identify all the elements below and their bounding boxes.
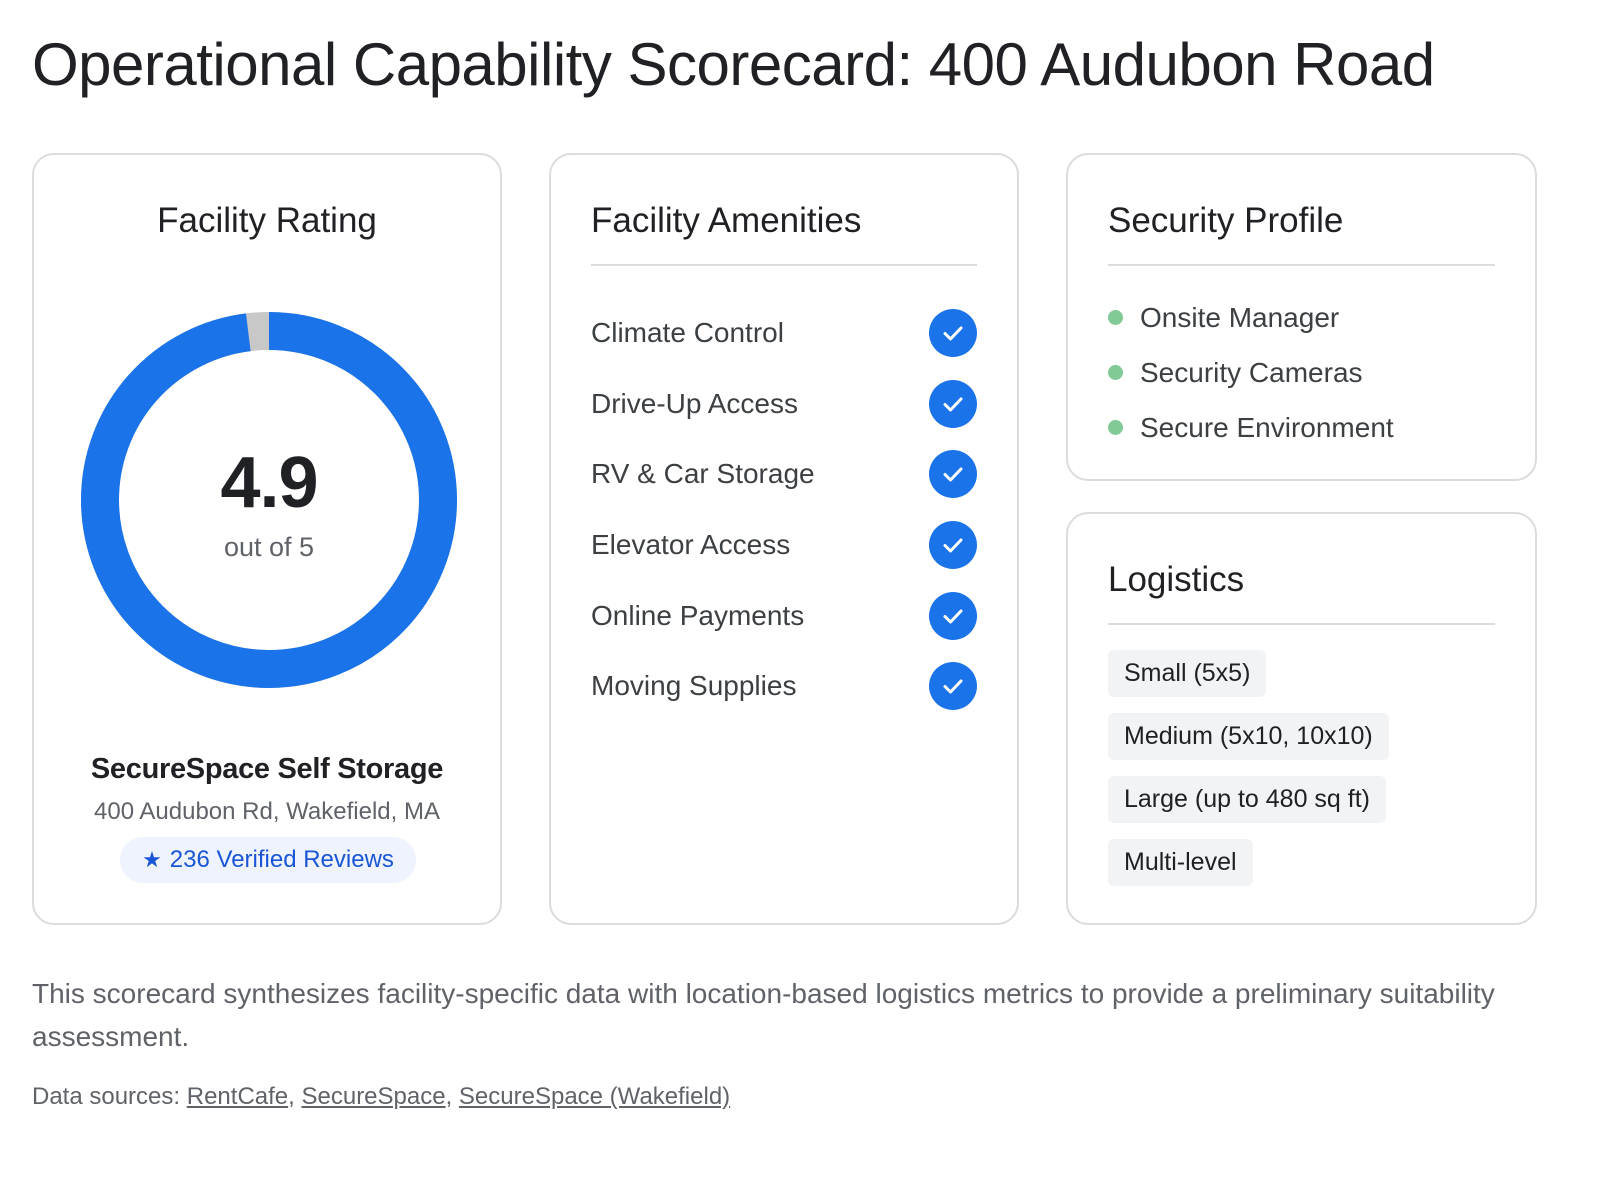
source-link[interactable]: SecureSpace	[301, 1083, 446, 1110]
logistics-unit-item: Multi-level	[1108, 839, 1389, 902]
status-dot-icon	[1108, 420, 1123, 435]
checkmark-icon	[943, 679, 963, 694]
star-icon: ★	[142, 847, 162, 872]
amenity-item: Elevator Access	[591, 510, 977, 581]
check-circle-icon	[929, 521, 977, 570]
amenity-label: Elevator Access	[591, 529, 791, 561]
amenity-label: Online Payments	[591, 599, 805, 631]
amenities-title: Facility Amenities	[591, 201, 862, 240]
logistics-title: Logistics	[1108, 560, 1245, 599]
logistics-unit-item: Large (up to 480 sq ft)	[1108, 776, 1389, 839]
facility-rating-card: Facility Rating 4.9 out of 5 SecureSpace…	[32, 153, 502, 925]
status-dot-icon	[1108, 365, 1123, 380]
source-link[interactable]: SecureSpace (Wakefield)	[458, 1083, 731, 1110]
security-item: Security Cameras	[1108, 345, 1394, 400]
source-link[interactable]: RentCafe	[186, 1083, 289, 1110]
amenity-label: Drive-Up Access	[591, 387, 798, 419]
unit-size-tag: Multi-level	[1108, 839, 1253, 886]
facility-amenities-card: Facility Amenities Climate Control Drive-…	[549, 153, 1019, 925]
rating-score: 4.9	[220, 443, 318, 523]
rating-ring-fill	[81, 312, 457, 688]
amenities-header: Facility Amenities	[591, 201, 977, 266]
security-item: Onsite Manager	[1108, 290, 1394, 345]
rating-donut: 4.9 out of 5	[79, 310, 459, 690]
security-label: Secure Environment	[1140, 411, 1394, 443]
verified-reviews-label: 236 Verified Reviews	[169, 846, 394, 873]
check-circle-icon	[929, 591, 977, 640]
checkmark-icon	[943, 467, 963, 482]
security-list: Onsite Manager Security Cameras Secure Env…	[1108, 290, 1394, 455]
logistics-unit-list: Small (5x5) Medium (5x10, 10x10) Large (up…	[1108, 650, 1389, 902]
check-circle-icon	[929, 309, 977, 358]
amenity-item: Drive-Up Access	[591, 369, 977, 440]
facility-name: SecureSpace Self Storage	[90, 753, 444, 785]
logistics-card: Logistics Small (5x5) Medium (5x10, 10x10…	[1066, 512, 1537, 925]
unit-size-tag: Medium (5x10, 10x10)	[1108, 713, 1389, 760]
check-circle-icon	[929, 450, 977, 499]
logistics-header: Logistics	[1108, 560, 1495, 625]
security-title: Security Profile	[1108, 201, 1344, 240]
data-sources-prefix: Data sources:	[32, 1083, 181, 1110]
unit-size-tag: Small (5x5)	[1108, 650, 1267, 697]
amenity-item: Climate Control	[591, 298, 977, 369]
verified-reviews-badge[interactable]: ★ 236 Verified Reviews	[120, 837, 416, 883]
status-dot-icon	[1108, 310, 1123, 325]
check-circle-icon	[929, 662, 977, 711]
security-profile-card: Security Profile Onsite Manager Security …	[1066, 153, 1537, 481]
amenity-item: Online Payments	[591, 580, 977, 651]
data-sources: Data sources: RentCafe, SecureSpace, Sec…	[32, 1083, 731, 1110]
security-item: Secure Environment	[1108, 400, 1394, 455]
facility-address: 400 Audubon Rd, Wakefield, MA	[94, 798, 440, 825]
amenity-list: Climate Control Drive-Up Access RV & Car S…	[591, 298, 977, 722]
logistics-unit-item: Medium (5x10, 10x10)	[1108, 713, 1389, 776]
checkmark-icon	[943, 326, 963, 341]
security-label: Security Cameras	[1140, 356, 1363, 388]
checkmark-icon	[943, 609, 963, 624]
logistics-unit-item: Small (5x5)	[1108, 650, 1389, 713]
scorecard-summary: This scorecard synthesizes facility-spec…	[32, 978, 1495, 1052]
amenity-label: Moving Supplies	[591, 670, 797, 702]
page-title: Operational Capability Scorecard: 400 Au…	[32, 31, 1435, 98]
checkmark-icon	[943, 397, 963, 412]
security-header: Security Profile	[1108, 201, 1495, 266]
checkmark-icon	[943, 538, 963, 553]
amenity-item: RV & Car Storage	[591, 439, 977, 510]
amenity-label: Climate Control	[591, 317, 784, 349]
amenity-label: RV & Car Storage	[591, 458, 815, 490]
check-circle-icon	[929, 379, 977, 428]
rating-score-caption: out of 5	[223, 532, 315, 562]
unit-size-tag: Large (up to 480 sq ft)	[1108, 776, 1386, 823]
rating-donut-chart	[81, 312, 457, 688]
security-label: Onsite Manager	[1140, 301, 1340, 333]
amenity-item: Moving Supplies	[591, 651, 977, 722]
facility-rating-title: Facility Rating	[157, 201, 377, 240]
